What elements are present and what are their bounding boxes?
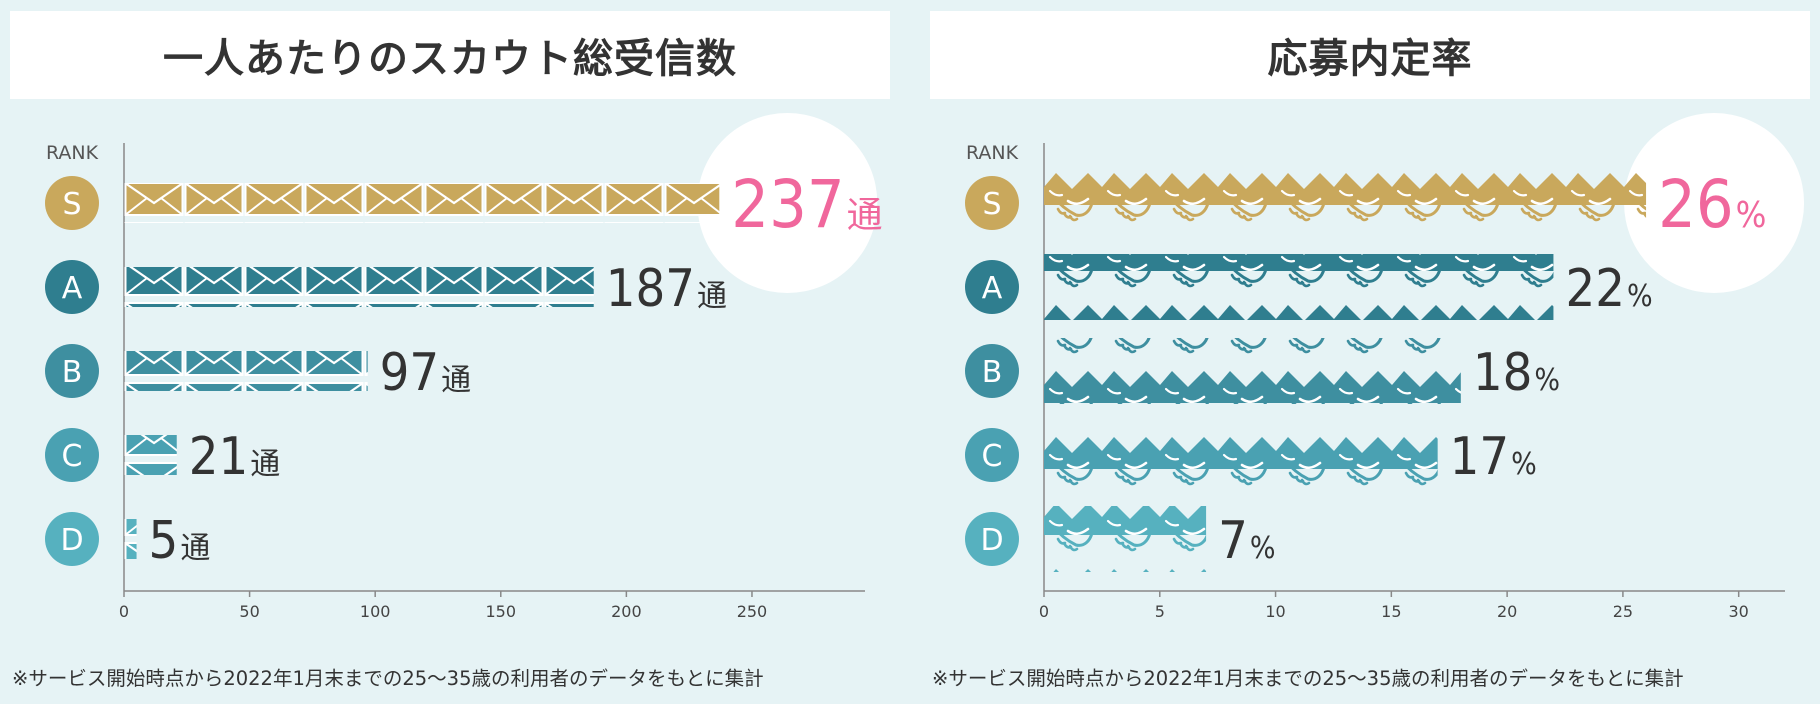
x-tick-label: 5 (1155, 602, 1165, 621)
value-label-a: 187通 (606, 259, 727, 319)
value-label-c: 17% (1450, 427, 1537, 487)
value-label-d: 7% (1218, 511, 1275, 571)
offer-rate-footnote: ※サービス開始時点から2022年1月末までの25〜35歳の利用者のデータをもとに… (932, 667, 1684, 690)
scout-count-footnote: ※サービス開始時点から2022年1月末までの25〜35歳の利用者のデータをもとに… (12, 667, 764, 690)
x-tick-label: 0 (1039, 602, 1049, 621)
bar-c (124, 435, 177, 475)
svg-text:A: A (62, 271, 83, 306)
value-label-b: 97通 (380, 343, 472, 403)
x-tick-label: 250 (737, 602, 768, 621)
svg-text:B: B (982, 355, 1003, 390)
rank-badge-b: B (45, 344, 99, 398)
rank-badge-d: D (45, 512, 99, 566)
svg-text:C: C (982, 439, 1003, 474)
value-label-s: 237通 (731, 166, 882, 243)
rank-badge-d: D (965, 512, 1019, 566)
svg-text:S: S (62, 187, 81, 222)
scout-count-title: 一人あたりのスカウト総受信数 (163, 36, 737, 82)
bar-d (1044, 506, 1207, 572)
scout-count-chart: RANK 0 50 100 150 200 250 S 237通 A 187通 B 97通 C 21通 D 5通 (45, 113, 883, 621)
highlight-circle (1624, 113, 1805, 293)
svg-text:S: S (982, 187, 1001, 222)
svg-text:D: D (980, 523, 1003, 558)
value-label-a: 22% (1565, 259, 1652, 319)
highlight-circle (697, 113, 878, 293)
value-label-d: 5通 (149, 511, 211, 571)
x-tick-label: 50 (239, 602, 259, 621)
scout-count-title-box: 一人あたりのスカウト総受信数 (10, 11, 890, 99)
bar-a (1044, 254, 1554, 320)
svg-text:A: A (982, 271, 1003, 306)
bar-b (124, 351, 368, 391)
rank-badge-b: B (965, 344, 1019, 398)
bar-d (124, 519, 137, 559)
offer-rate-title: 応募内定率 (1267, 36, 1473, 82)
x-tick-label: 150 (486, 602, 517, 621)
bar-c (1044, 422, 1438, 488)
bar-s (1044, 170, 1647, 236)
offer-rate-chart: RANK 0 5 10 15 20 25 30 S 26% A 22% B 18% C 17% D 7% (965, 113, 1805, 621)
x-tick-label: 0 (119, 602, 129, 621)
rank-badge-a: A (45, 260, 99, 314)
scout-count-panel: 一人あたりのスカウト総受信数 RANK 0 50 100 150 200 250 S 237通 A… (10, 0, 890, 704)
value-label-c: 21通 (189, 427, 281, 487)
rank-header: RANK (966, 142, 1019, 164)
value-label-b: 18% (1473, 343, 1560, 403)
x-tick-label: 15 (1381, 602, 1401, 621)
bar-a (124, 267, 594, 307)
x-tick-label: 25 (1613, 602, 1633, 621)
svg-text:B: B (62, 355, 83, 390)
offer-rate-title-box: 応募内定率 (930, 11, 1810, 99)
x-tick-label: 200 (611, 602, 642, 621)
x-tick-label: 100 (360, 602, 391, 621)
rank-header: RANK (46, 142, 99, 164)
x-tick-label: 10 (1265, 602, 1285, 621)
svg-text:C: C (62, 439, 83, 474)
rank-badge-c: C (965, 428, 1019, 482)
rank-badge-a: A (965, 260, 1019, 314)
offer-rate-panel: 応募内定率 RANK 0 5 10 15 20 25 30 S 26% A 22% B 18% C 17% D 7… (930, 0, 1810, 704)
x-tick-label: 30 (1729, 602, 1749, 621)
rank-badge-s: S (965, 176, 1019, 230)
x-tick-label: 20 (1497, 602, 1517, 621)
bar-b (1044, 338, 1461, 404)
value-label-s: 26% (1658, 166, 1766, 243)
svg-text:D: D (60, 523, 83, 558)
bar-s (124, 183, 720, 223)
rank-badge-c: C (45, 428, 99, 482)
rank-badge-s: S (45, 176, 99, 230)
